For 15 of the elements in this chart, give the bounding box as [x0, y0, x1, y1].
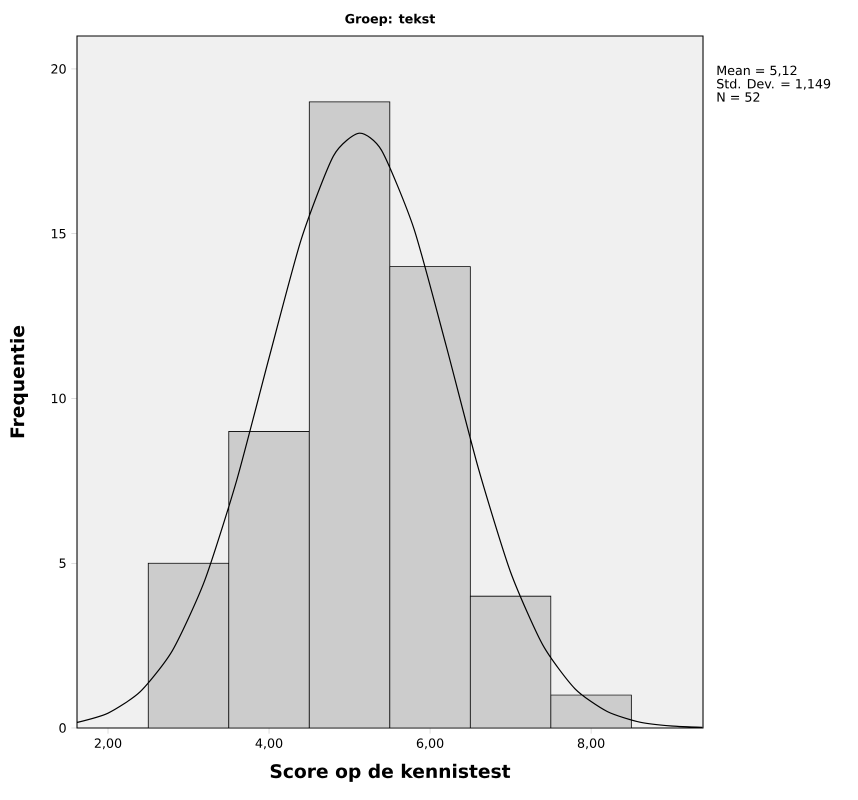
chart-title: Groep: tekst [345, 14, 436, 26]
y-tick-label: 15 [52, 228, 66, 238]
y-tick-label: 0 [59, 723, 66, 733]
x-tick-label: 2,00 [94, 738, 122, 750]
y-tick-label: 20 [51, 64, 66, 74]
x-tick-label: 8,00 [578, 738, 604, 750]
x-tick-label: 6,00 [416, 738, 444, 750]
y-axis-title: Frequentie [10, 326, 28, 438]
text: Std. Dev. = 1,149 [717, 78, 830, 90]
text: Mean = 5,12 [718, 66, 796, 76]
x-tick-label: 4,00 [256, 738, 282, 750]
x-axis-title: Score op de kennistest [270, 764, 510, 782]
y-tick-label: 10 [52, 394, 66, 404]
text: N = 52 [718, 92, 760, 102]
y-tick-label: 5 [60, 558, 66, 568]
